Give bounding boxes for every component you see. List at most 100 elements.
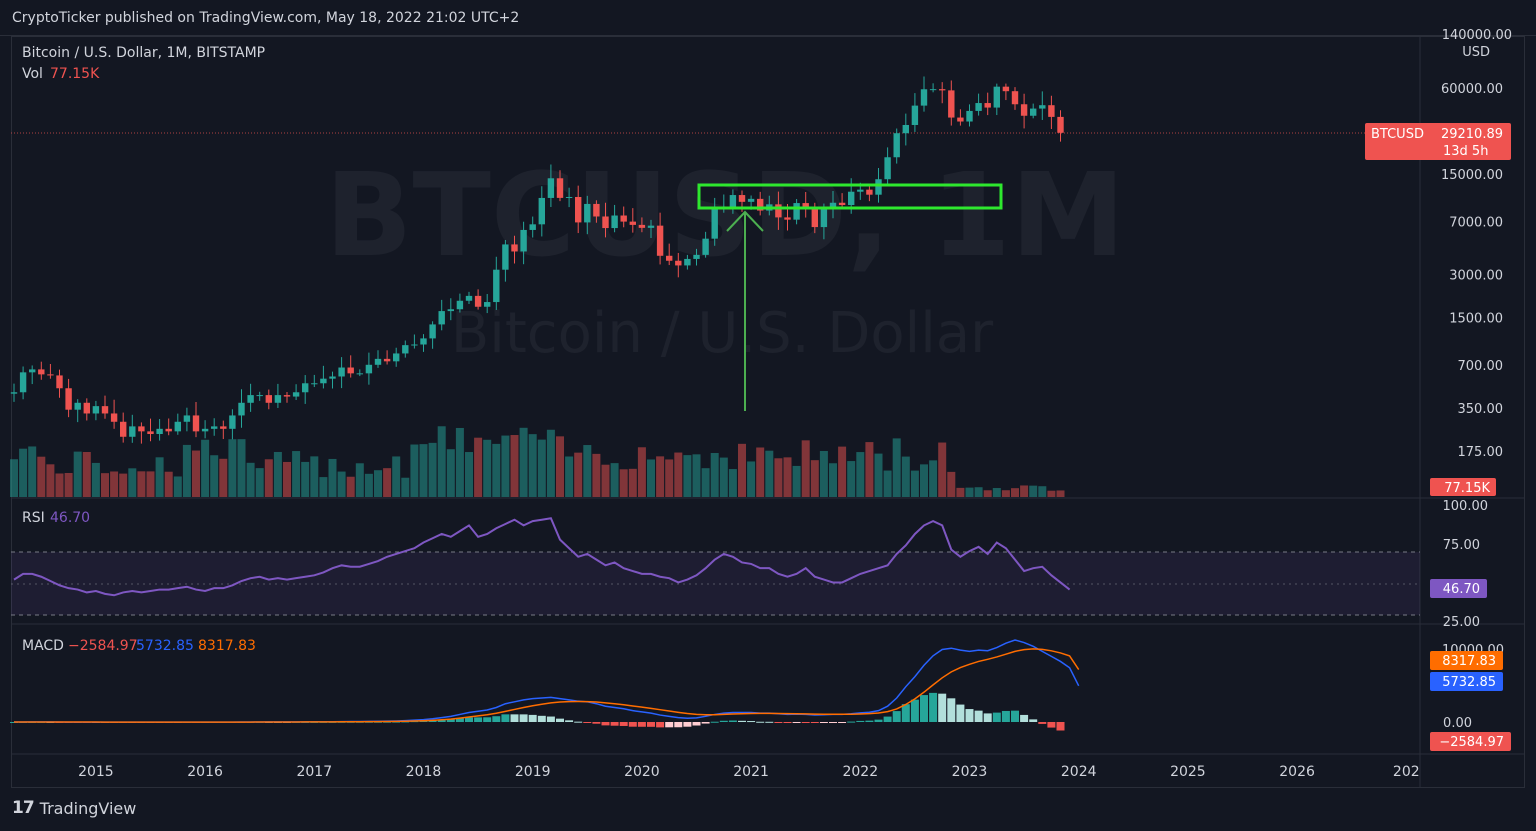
- macd-histogram-bar: [992, 712, 1001, 722]
- volume-bar: [37, 456, 46, 497]
- volume-bar: [865, 442, 874, 497]
- watermark: BTCUSD, 1M Bitcoin / U.S. Dollar: [325, 149, 1125, 366]
- macd-histogram-bar: [583, 722, 592, 723]
- volume-bar: [692, 454, 701, 497]
- candle-body: [356, 373, 363, 375]
- macd-histogram-bar: [847, 721, 856, 723]
- candle-body: [875, 179, 882, 195]
- volume-bar: [956, 487, 965, 497]
- candle-body: [420, 338, 427, 345]
- macd-histogram-bar: [1038, 722, 1047, 724]
- volume-bar: [565, 456, 574, 497]
- macd-histogram-bar: [10, 722, 18, 723]
- candle-body: [957, 117, 964, 122]
- volume-bar: [383, 468, 392, 497]
- rsi-tick-100: 100.00: [1443, 499, 1489, 514]
- candle-body: [511, 244, 518, 252]
- macd-histogram-bar: [920, 695, 928, 722]
- candle-body: [711, 209, 718, 239]
- price-axis[interactable]: 140000.00 USD 60000.00 15000.00 7000.00 300…: [1441, 28, 1512, 460]
- volume-bar: [619, 469, 628, 497]
- candle-body: [675, 260, 682, 266]
- volume-bar: [137, 471, 146, 497]
- candle-body: [192, 415, 200, 432]
- macd-histogram-bar: [874, 719, 883, 722]
- legend-rsi-value: 46.70: [50, 510, 90, 526]
- macd-histogram-bar: [519, 714, 528, 722]
- price-tick: 175.00: [1458, 445, 1504, 460]
- volume-bar: [920, 464, 928, 497]
- volume-bar: [355, 463, 364, 497]
- candle-body: [565, 196, 573, 198]
- macd-histogram-bar: [965, 709, 974, 722]
- macd-histogram-bar: [983, 713, 992, 722]
- volume-bar: [992, 488, 1001, 497]
- candle-body: [283, 395, 291, 397]
- volume-bar: [892, 438, 901, 497]
- volume-bar: [1029, 485, 1038, 497]
- macd-histogram-bar: [719, 720, 728, 722]
- macd-histogram-bar: [783, 722, 792, 723]
- volume-bar: [528, 434, 537, 497]
- candle-body: [838, 202, 846, 206]
- macd-histogram-bar: [510, 714, 519, 722]
- publisher-header: CryptoTicker published on TradingView.co…: [0, 0, 1536, 36]
- volume-bar: [19, 448, 28, 497]
- candle-body: [857, 189, 864, 192]
- macd-histogram-bar: [929, 692, 938, 722]
- rsi-tick-75: 75.00: [1443, 538, 1480, 553]
- candle-body: [65, 388, 72, 410]
- time-axis[interactable]: 2015 2016 2017 2018 2019 2020 2021 2022 2023 2024…: [78, 764, 1420, 780]
- volume-bar: [146, 471, 155, 497]
- candle-body: [129, 426, 136, 437]
- volume-bar: [847, 461, 856, 497]
- price-tick: 700.00: [1458, 359, 1504, 374]
- volume-bar: [246, 462, 255, 497]
- candle-body: [174, 421, 181, 432]
- candle-body: [784, 217, 791, 220]
- volume-bar: [1011, 488, 1019, 497]
- candle-body: [347, 367, 354, 374]
- candle-body: [1039, 105, 1046, 109]
- macd-histogram-bar: [801, 722, 810, 723]
- volume-bar: [947, 471, 956, 497]
- volume-bar: [792, 465, 801, 497]
- candle-body: [811, 209, 818, 228]
- candlestick-series: [10, 76, 1064, 444]
- volume-bar: [164, 471, 173, 497]
- volume-bar: [1047, 490, 1056, 497]
- volume-bar: [110, 471, 119, 497]
- price-tick: 60000.00: [1441, 82, 1503, 97]
- candle-body: [920, 89, 928, 106]
- pane-dividers: [11, 36, 1525, 788]
- candle-body: [802, 203, 809, 210]
- candle-body: [274, 395, 282, 403]
- candle-body: [456, 300, 464, 310]
- volume-bar: [401, 477, 410, 497]
- vol-tag-bg: [1430, 478, 1496, 496]
- macd-histogram-bar: [892, 711, 901, 722]
- volume-bar: [283, 461, 291, 497]
- candle-body: [211, 426, 218, 429]
- macd-histogram-bar: [656, 722, 665, 728]
- candle-body: [529, 224, 536, 230]
- annotations: [697, 183, 1003, 411]
- volume-bar: [219, 458, 228, 497]
- volume-bar: [446, 449, 455, 497]
- price-tick: 15000.00: [1441, 168, 1503, 183]
- tradingview-brand[interactable]: 17 TradingView: [12, 798, 136, 818]
- volume-bar: [929, 460, 938, 497]
- volume-bar: [519, 427, 528, 497]
- time-tick: 202: [1393, 764, 1420, 780]
- candle-body: [984, 103, 991, 108]
- macd-histogram-bar: [947, 698, 956, 722]
- macd-histogram-bar: [701, 722, 710, 724]
- volume-bar: [965, 487, 974, 497]
- macd-histogram-bar: [692, 722, 701, 726]
- volume-bar: [510, 435, 519, 497]
- candle-body: [902, 124, 909, 134]
- candle-body: [547, 178, 555, 198]
- candle-body: [993, 86, 1000, 108]
- volume-bar: [974, 487, 983, 497]
